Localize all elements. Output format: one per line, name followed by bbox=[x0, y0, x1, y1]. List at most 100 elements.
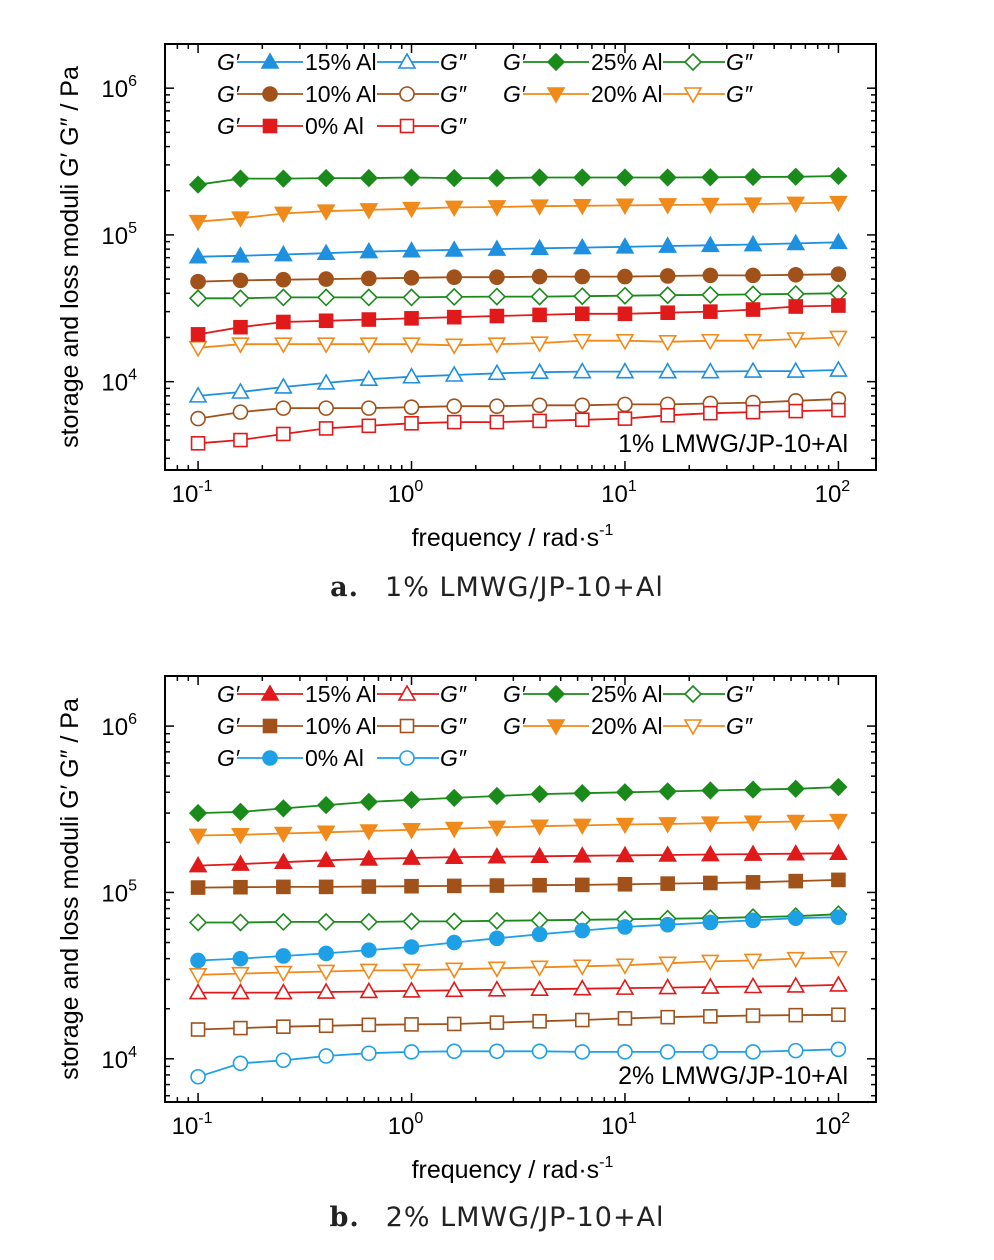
point-storage-20al bbox=[700, 197, 720, 215]
point-storage-10al bbox=[318, 879, 334, 895]
point-storage-10al bbox=[361, 270, 377, 287]
point-loss-10al bbox=[446, 398, 463, 415]
point-storage-0al bbox=[276, 314, 291, 330]
point-loss-10al bbox=[404, 1017, 419, 1032]
x-tick-exponent: 2 bbox=[841, 478, 850, 495]
point-loss-0al bbox=[531, 1043, 548, 1060]
point-loss-10al bbox=[617, 396, 633, 413]
point-loss-15al bbox=[572, 979, 592, 996]
y-tick-label: 104 bbox=[101, 1044, 137, 1074]
point-storage-15al bbox=[700, 844, 720, 862]
point-loss-15al bbox=[273, 377, 293, 394]
point-loss-15al bbox=[231, 382, 250, 399]
point-loss-25al bbox=[274, 912, 293, 932]
point-storage-25al bbox=[487, 786, 507, 806]
point-storage-20al bbox=[786, 196, 806, 213]
point-storage-15al bbox=[700, 235, 720, 253]
point-loss-25al bbox=[445, 287, 464, 307]
point-loss-25al bbox=[573, 287, 592, 306]
line-loss-25al bbox=[198, 292, 839, 300]
point-loss-20al bbox=[273, 337, 293, 354]
point-storage-10al bbox=[232, 272, 249, 289]
y-tick-exponent: 4 bbox=[128, 367, 137, 384]
line-loss-0al bbox=[198, 409, 839, 445]
caption-a-text: 1% LMWG/JP-10+Al bbox=[385, 572, 664, 603]
point-storage-10al bbox=[403, 270, 420, 286]
point-loss-15al bbox=[615, 978, 635, 995]
caption-b-text: 2% LMWG/JP-10+Al bbox=[385, 1202, 665, 1233]
point-storage-15al bbox=[444, 847, 464, 864]
point-loss-15al bbox=[444, 365, 464, 382]
point-loss-0al bbox=[404, 416, 419, 431]
point-storage-15al bbox=[743, 234, 763, 252]
x-tick-label: 101 bbox=[601, 1110, 637, 1140]
line-loss-15al bbox=[198, 984, 839, 994]
point-loss-20al bbox=[273, 965, 293, 983]
point-storage-0al bbox=[446, 934, 463, 951]
legend-marker-loss bbox=[397, 52, 417, 69]
legend-marker-loss bbox=[399, 118, 415, 134]
point-storage-10al bbox=[233, 879, 248, 895]
point-storage-0al bbox=[702, 914, 719, 931]
point-storage-20al bbox=[316, 204, 336, 221]
point-loss-15al bbox=[359, 369, 379, 386]
point-storage-20al bbox=[359, 203, 379, 220]
x-tick-exponent: 1 bbox=[628, 1110, 637, 1127]
point-storage-25al bbox=[530, 168, 549, 187]
point-loss-20al bbox=[743, 333, 763, 351]
point-loss-15al bbox=[743, 976, 763, 994]
x-tick-label: 10-1 bbox=[172, 1110, 213, 1140]
point-storage-25al bbox=[445, 168, 464, 188]
point-storage-20al bbox=[188, 214, 208, 232]
point-storage-10al bbox=[276, 879, 291, 895]
point-storage-20al bbox=[700, 816, 720, 833]
point-loss-15al bbox=[188, 386, 208, 403]
point-storage-10al bbox=[617, 876, 633, 892]
point-loss-15al bbox=[572, 362, 592, 379]
point-storage-20al bbox=[743, 815, 763, 832]
legend: G′ 15% Al G″ G′ 25% Al G″ G′ 10% Al G″ G′ 20% Al G″… bbox=[217, 681, 753, 771]
line-loss-10al bbox=[197, 398, 839, 420]
legend-g-double-prime-label: G″ bbox=[440, 681, 467, 707]
point-storage-0al bbox=[617, 919, 633, 935]
point-storage-25al bbox=[573, 168, 592, 187]
point-loss-25al bbox=[188, 289, 208, 308]
point-storage-25al bbox=[786, 779, 805, 798]
point-storage-15al bbox=[487, 847, 507, 864]
legend-g-double-prime-label: G″ bbox=[440, 745, 467, 771]
point-loss-0al bbox=[532, 413, 547, 429]
point-storage-20al bbox=[572, 198, 592, 216]
line-storage-20al bbox=[198, 201, 839, 223]
point-loss-15al bbox=[359, 981, 379, 999]
legend-g-prime-label: G′ bbox=[217, 713, 240, 739]
point-loss-15al bbox=[530, 979, 549, 997]
point-storage-0al bbox=[403, 939, 420, 955]
point-storage-10al bbox=[361, 879, 377, 894]
line-loss-25al bbox=[198, 913, 839, 924]
point-storage-0al bbox=[831, 298, 846, 313]
point-storage-25al bbox=[316, 795, 336, 815]
legend-series-label: 0% Al bbox=[305, 113, 364, 139]
point-storage-25al bbox=[188, 175, 208, 194]
point-loss-20al bbox=[231, 337, 250, 354]
point-storage-10al bbox=[617, 268, 633, 285]
x-axis-label: frequency / rad·s-1 bbox=[412, 1154, 614, 1184]
point-loss-0al bbox=[190, 436, 206, 451]
x-tick-exponent: 1 bbox=[628, 478, 637, 495]
x-tick-label: 101 bbox=[601, 478, 637, 508]
line-loss-15al bbox=[198, 369, 839, 397]
point-storage-0al bbox=[404, 311, 419, 326]
legend-marker-loss bbox=[399, 750, 415, 766]
point-storage-25al bbox=[658, 168, 677, 187]
point-storage-25al bbox=[445, 788, 464, 808]
point-loss-0al bbox=[233, 432, 248, 448]
legend-g-double-prime-label: G″ bbox=[440, 713, 467, 739]
point-loss-0al bbox=[574, 1044, 591, 1060]
legend-series-label: 20% Al bbox=[591, 81, 663, 107]
point-loss-20al bbox=[444, 338, 464, 355]
point-storage-15al bbox=[188, 855, 208, 873]
point-loss-25al bbox=[530, 911, 549, 930]
point-storage-0al bbox=[703, 304, 718, 319]
point-loss-15al bbox=[444, 980, 464, 998]
